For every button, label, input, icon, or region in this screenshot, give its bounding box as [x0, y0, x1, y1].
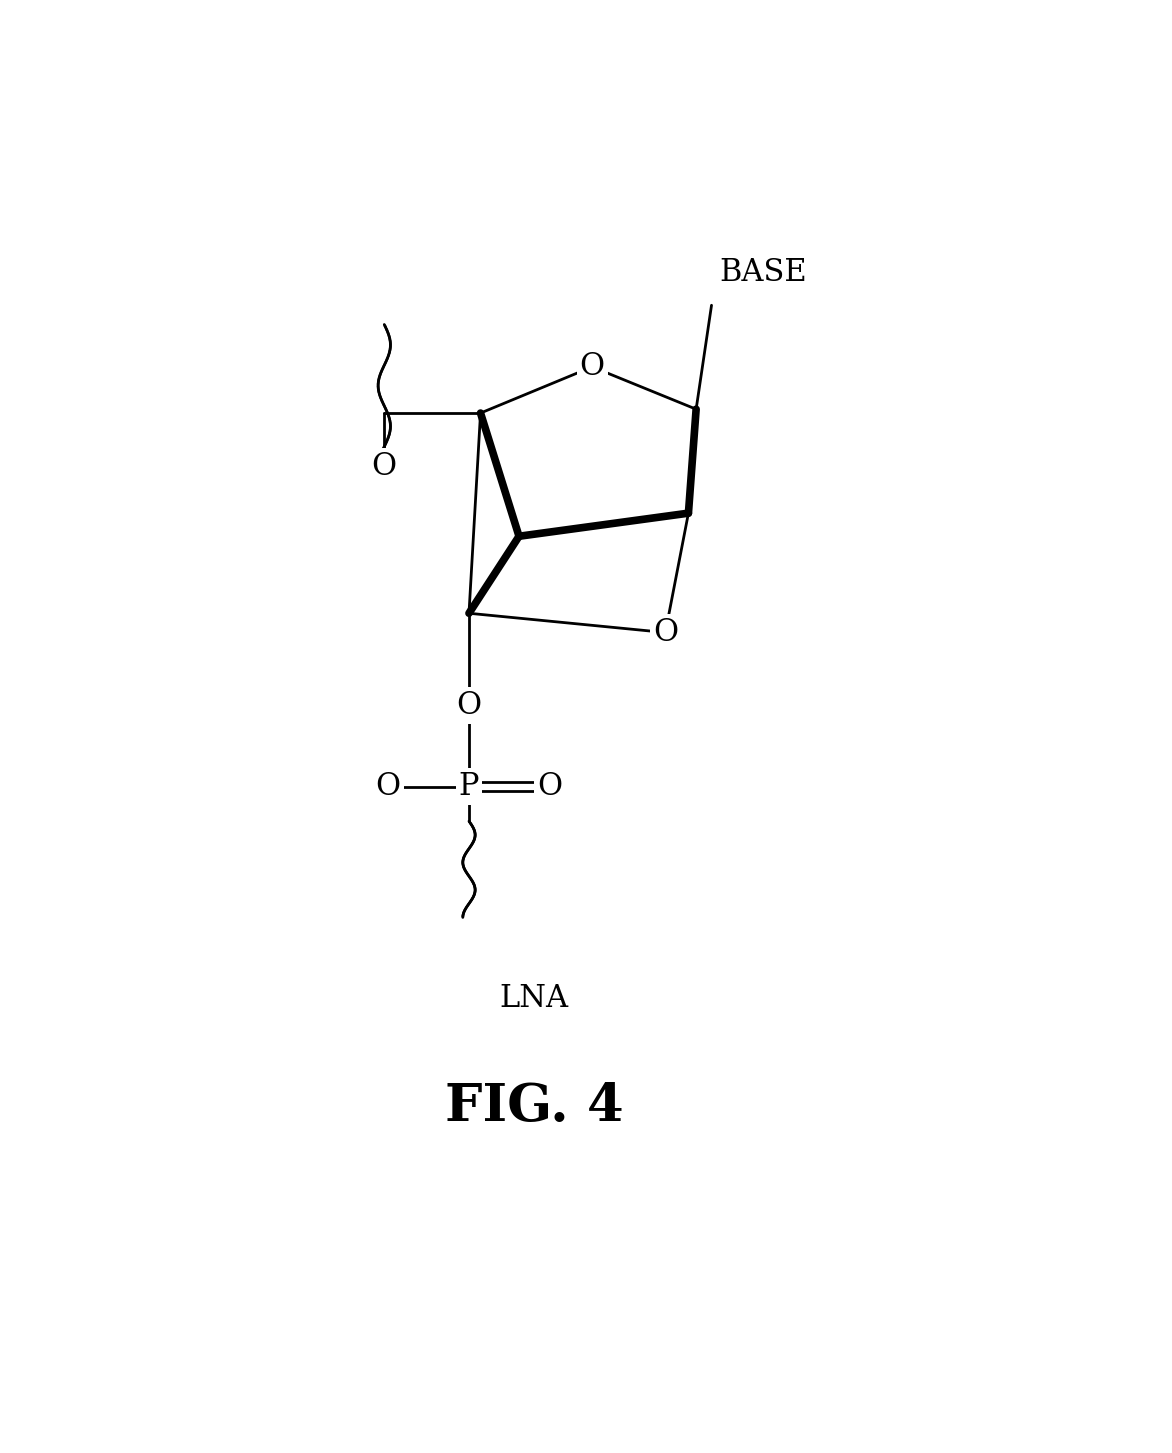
Text: O: O — [372, 452, 397, 482]
Text: O: O — [653, 618, 677, 648]
Text: BASE: BASE — [720, 257, 808, 288]
Text: O: O — [375, 772, 401, 802]
Text: FIG. 4: FIG. 4 — [445, 1081, 624, 1132]
Text: O: O — [537, 772, 563, 802]
Text: O: O — [456, 690, 482, 721]
Text: LNA: LNA — [500, 982, 568, 1014]
Text: P: P — [458, 772, 479, 802]
Text: O: O — [580, 352, 605, 382]
